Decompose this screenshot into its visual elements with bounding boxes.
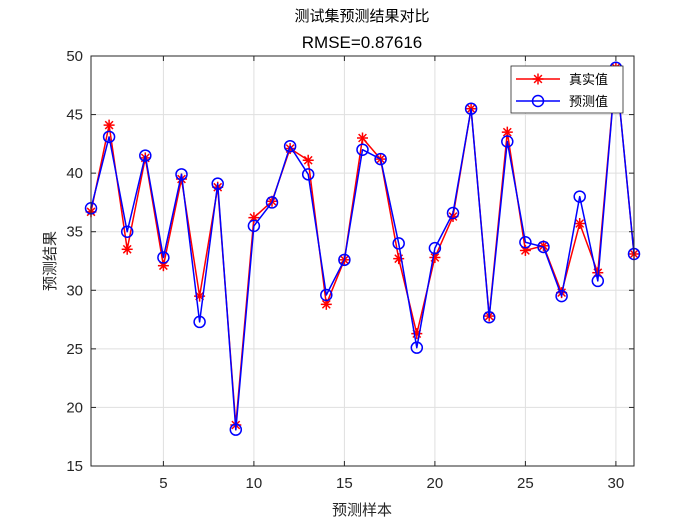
legend-asterisk (532, 73, 544, 85)
legend-pred-marker-icon (531, 94, 545, 108)
y-tick-label: 50 (66, 48, 83, 65)
data-point-pred (175, 168, 188, 181)
y-tick-label: 45 (66, 107, 83, 124)
y-tick-label: 30 (66, 282, 83, 299)
y-tick-label: 35 (66, 224, 83, 241)
legend: 真实值 预测值 (510, 65, 624, 114)
data-point-pred (519, 236, 532, 249)
asterisk-stroke (533, 74, 543, 84)
data-point-pred (120, 225, 134, 238)
x-tick-label: 20 (427, 475, 444, 492)
legend-box (510, 65, 624, 114)
x-tick-label: 5 (159, 475, 167, 492)
x-tick-label: 25 (517, 475, 534, 492)
chart-title: 测试集预测结果对比 (294, 7, 429, 25)
axes-box (90, 55, 635, 467)
asterisk-stroke (303, 155, 313, 165)
data-point-pred (464, 102, 478, 115)
legend-true-marker-icon (532, 73, 544, 85)
asterisk-stroke (575, 219, 585, 228)
data-point-pred (211, 177, 224, 190)
asterisk-stroke (104, 120, 114, 130)
chart-subtitle: RMSE=0.87616 (302, 33, 423, 52)
data-point-pred (338, 253, 351, 267)
y-tick-label: 20 (66, 399, 83, 416)
data-point-true (121, 243, 133, 255)
legend-true-label: 真实值 (569, 72, 608, 88)
data-point-pred (374, 152, 387, 166)
data-point-pred (591, 274, 605, 288)
data-point-pred (139, 149, 152, 162)
data-point-pred (356, 143, 369, 156)
series-line-pred (90, 66, 635, 431)
data-point-pred (102, 130, 116, 144)
plot-area (91, 56, 634, 466)
data-point-pred (446, 206, 460, 220)
data-point-pred (555, 289, 568, 303)
asterisk-stroke (122, 244, 132, 254)
asterisk-stroke (358, 133, 367, 143)
y-axis-label: 预测结果 (41, 231, 59, 291)
x-tick-label: 15 (336, 475, 353, 492)
data-point-pred (229, 423, 243, 436)
tick-labels: 5 10 15 20 25 30 15 20 25 30 35 40 45 50 (66, 48, 624, 492)
data-point-true (302, 154, 314, 166)
asterisk-stroke (321, 299, 331, 309)
asterisk-stroke (502, 127, 512, 137)
x-tick-label: 30 (608, 475, 625, 492)
data-point-pred (193, 315, 206, 329)
y-tick-label: 40 (66, 165, 83, 182)
data-point-true (103, 119, 115, 131)
data-point-pred (320, 288, 333, 302)
data-point-pred (501, 135, 514, 148)
data-point-pred (392, 237, 405, 250)
data-point-pred (482, 310, 496, 324)
tick-marks (91, 55, 634, 467)
data-point-true (574, 218, 586, 230)
data-point-pred (573, 190, 586, 203)
data-point-pred (283, 139, 297, 153)
series-layer (84, 61, 641, 436)
data-point-pred (410, 341, 424, 354)
data-point-pred (428, 241, 442, 255)
x-tick-label: 10 (246, 475, 263, 492)
asterisk-stroke (539, 241, 548, 251)
data-point-true (357, 132, 368, 144)
data-point-pred (301, 168, 315, 181)
y-tick-label: 25 (66, 341, 83, 358)
y-tick-label: 15 (66, 458, 83, 475)
data-point-pred (247, 219, 261, 233)
legend-pred-label: 预测值 (569, 94, 608, 110)
data-point-pred (265, 196, 279, 209)
data-point-pred (537, 240, 550, 254)
data-point-pred (157, 251, 170, 264)
x-axis-label: 预测样本 (332, 501, 392, 519)
